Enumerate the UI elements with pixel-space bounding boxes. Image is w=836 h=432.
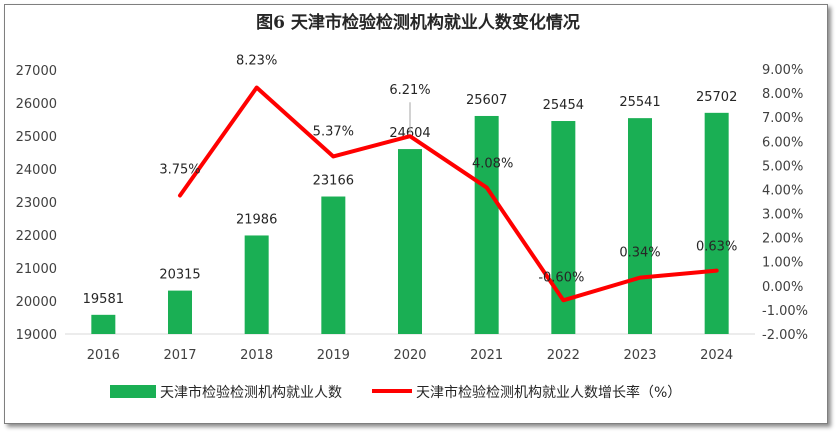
bar [628,118,652,334]
bar [244,235,269,334]
bar-value-label: 25541 [619,95,660,110]
bar-value-label: 25702 [696,90,737,105]
x-tick-label: 2020 [393,348,426,363]
line-value-label: -0.60% [538,270,584,285]
line-value-labels: 3.75% 8.23% 5.37% 6.21% 4.08% -0.60% 0.34% 0.63… [159,54,737,286]
line-value-label: 3.75% [159,162,200,177]
left-tick-label: 24000 [16,163,57,178]
right-tick-label: 9.00% [762,63,803,78]
x-tick-label: 2016 [87,348,120,363]
right-tick-label: 0.00% [762,280,803,295]
bar [321,196,346,334]
line-value-label: 6.21% [389,83,430,98]
legend-line-label: 天津市检验检测机构就业人数增长率（%） [416,384,681,401]
left-axis: 19000 20000 21000 22000 23000 24000 25000 26000… [16,64,57,343]
right-tick-label: 3.00% [762,208,803,223]
bar [704,112,729,334]
bar-series [91,112,729,335]
right-tick-label: 8.00% [762,87,803,102]
x-tick-label: 2022 [547,348,580,363]
x-tick-label: 2021 [470,348,503,363]
bar [398,149,422,334]
bar-value-label: 19581 [83,292,124,307]
left-tick-label: 23000 [16,196,57,211]
legend-bar-swatch [110,385,156,398]
bar-value-label: 23166 [313,174,354,189]
bar-value-label: 25607 [466,93,507,108]
left-tick-label: 19000 [16,328,57,343]
bar-value-label: 20315 [159,268,200,283]
right-tick-label: -2.00% [762,328,808,343]
right-tick-label: 6.00% [762,135,803,150]
left-tick-label: 21000 [16,262,57,277]
line-value-label: 4.08% [472,157,513,172]
line-value-label: 8.23% [236,54,277,69]
right-tick-label: 4.00% [762,183,803,198]
right-tick-label: 1.00% [762,256,803,271]
x-tick-label: 2024 [700,348,733,363]
x-tick-label: 2019 [317,348,350,363]
left-tick-label: 26000 [16,97,57,112]
left-tick-label: 27000 [16,64,57,79]
legend: 天津市检验检测机构就业人数 天津市检验检测机构就业人数增长率（%） [110,384,681,401]
left-tick-label: 20000 [16,295,57,310]
right-axis: -2.00% -1.00% 0.00% 1.00% 2.00% 3.00% 4.00% 5.0… [762,63,808,343]
bar [168,290,192,334]
right-tick-label: 5.00% [762,159,803,174]
x-tick-label: 2023 [623,348,656,363]
chart-title: 图6 天津市检验检测机构就业人数变化情况 [256,13,580,33]
x-tick-label: 2018 [240,348,273,363]
right-tick-label: 7.00% [762,111,803,126]
bar [474,115,499,335]
legend-bar-label: 天津市检验检测机构就业人数 [160,384,342,401]
x-axis: 2016 2017 2018 2019 2020 2021 2022 2023 2024 [87,348,733,363]
line-value-label: 0.63% [696,240,737,255]
bar-value-label: 25454 [543,98,584,113]
line-value-label: 5.37% [313,124,354,139]
line-series [178,85,719,303]
x-tick-label: 2017 [163,348,196,363]
right-tick-label: -1.00% [762,304,808,319]
line-value-label: 0.34% [619,246,660,261]
bar-value-label: 21986 [236,212,277,227]
growth-rate-line [178,85,719,303]
left-tick-label: 22000 [16,229,57,244]
right-tick-label: 2.00% [762,232,803,247]
bar [91,314,116,334]
left-tick-label: 25000 [16,130,57,145]
